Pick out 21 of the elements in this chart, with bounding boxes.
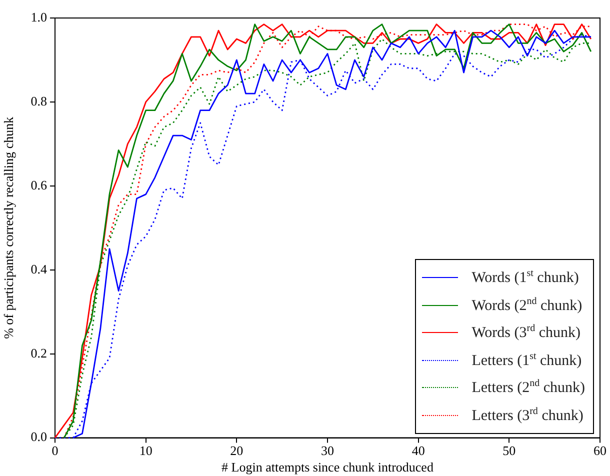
x-tick-label: 20 [230,443,244,458]
y-tick-label: 0.0 [30,429,47,444]
x-axis-title: # Login attempts since chunk introduced [222,460,434,475]
legend-label: Words (2$^{nd}$ chunk) [472,296,582,315]
x-tick-label: 60 [594,443,606,458]
legend-label: Letters (3$^{rd}$ chunk) [472,406,584,425]
legend-label: Letters (1$^{st}$ chunk) [472,350,582,370]
y-tick-label: 0.4 [30,261,48,276]
y-tick-label: 0.8 [30,93,47,108]
y-axis-title: % of participants correctly recalling chunk [1,116,16,339]
x-tick-label: 40 [412,443,425,458]
x-tick-label: 50 [502,443,516,458]
legend-label: Letters (2$^{nd}$ chunk) [472,378,585,398]
x-tick-label: 10 [139,443,152,458]
legend-label: Words (3$^{rd}$ chunk) [472,323,580,342]
x-tick-label: 30 [321,443,334,458]
y-tick-label: 0.2 [30,345,47,360]
y-tick-label: 0.6 [30,177,48,192]
legend-label: Words (1$^{st}$ chunk) [472,268,579,288]
y-tick-label: 1.0 [30,9,47,24]
x-tick-label: 0 [52,443,58,458]
